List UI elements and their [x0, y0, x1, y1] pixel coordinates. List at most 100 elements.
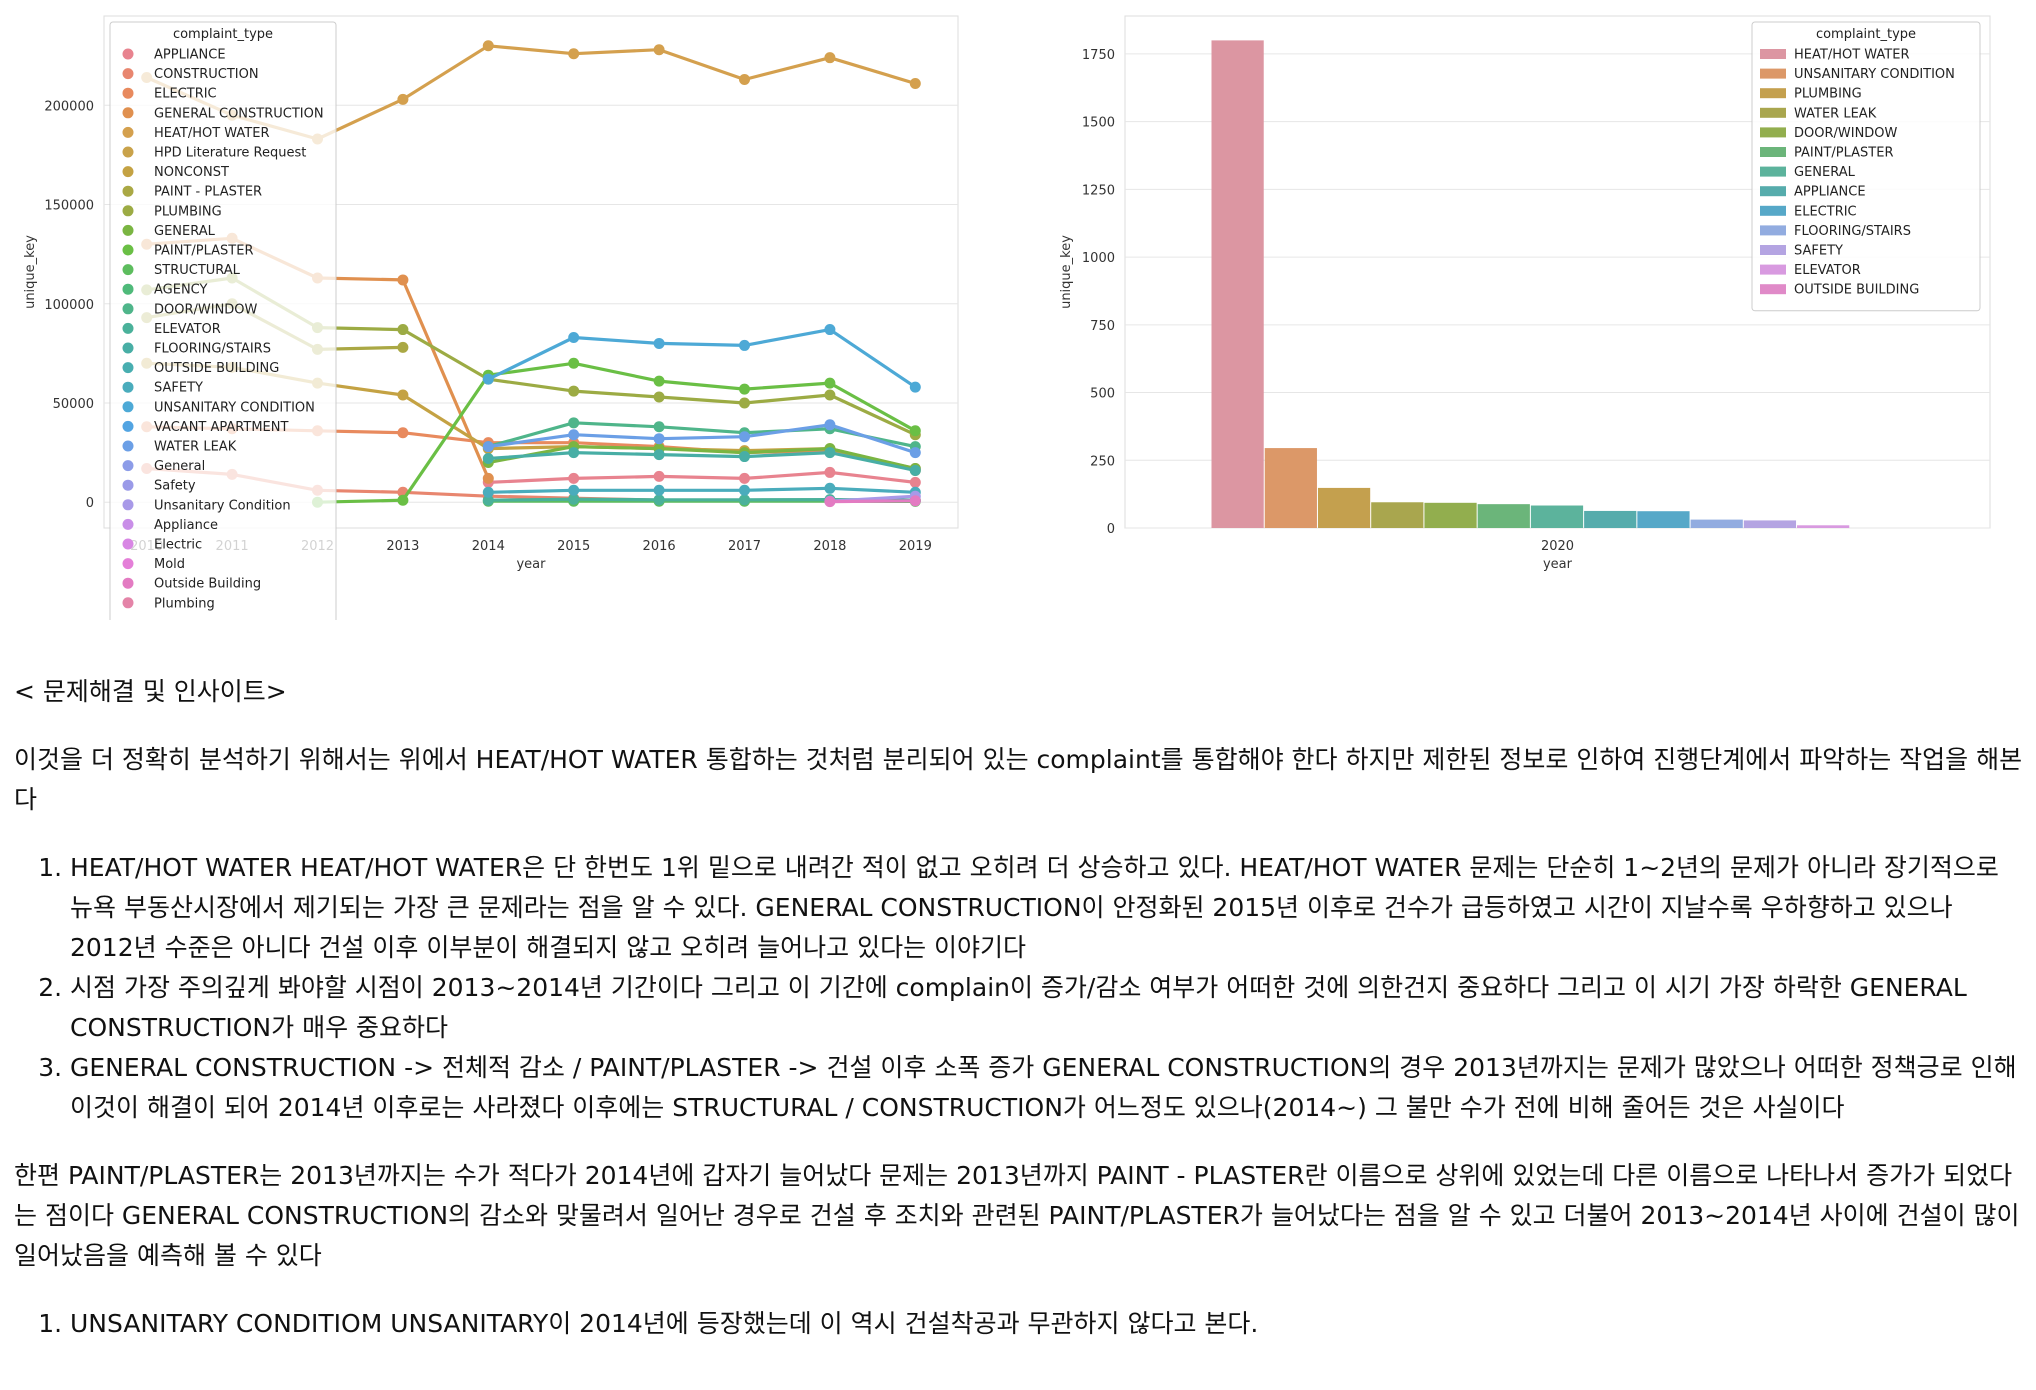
data-point: [739, 494, 750, 506]
data-point: [568, 331, 580, 343]
data-point: [482, 472, 494, 484]
y-tick-label: 100000: [44, 298, 94, 313]
data-point: [909, 476, 921, 488]
series-line: [317, 361, 917, 504]
y-tick-label: 50000: [53, 397, 94, 412]
data-point: [909, 495, 921, 507]
y-tick-label: 0: [86, 496, 94, 511]
data-point: [909, 464, 921, 476]
legend-label: UNSANITARY CONDITION: [154, 400, 315, 415]
series-line: [487, 421, 916, 449]
x-tick-label: 2017: [728, 539, 761, 554]
data-point: [824, 496, 836, 508]
data-point: [739, 451, 750, 463]
data-point: [653, 375, 665, 387]
list-item: HEAT/HOT WATER HEAT/HOT WATER은 단 한번도 1위 …: [70, 848, 2024, 968]
y-tick-label: 1250: [1082, 183, 1115, 198]
legend-label: AGENCY: [154, 283, 208, 298]
list-item: UNSANITARY CONDITIOM UNSANITARY이 2014년에 …: [70, 1304, 2024, 1344]
legend-marker: [122, 68, 134, 80]
data-point: [824, 419, 836, 431]
legend-swatch: [1760, 68, 1786, 79]
legend-label: Outside Building: [154, 577, 261, 592]
y-axis-label: unique_key: [23, 235, 38, 309]
legend-marker: [122, 283, 134, 295]
data-point: [568, 385, 580, 397]
legend-label: Safety: [154, 479, 196, 494]
y-tick-label: 1500: [1082, 116, 1115, 131]
bar-APPLIANCE: [1584, 510, 1637, 528]
legend-label: PLUMBING: [1794, 87, 1862, 102]
data-point: [482, 453, 494, 465]
bar-chart: 0 250 500 750 1000 1250 1500 1750 2020 year unique…: [1059, 15, 1991, 572]
data-point: [739, 339, 750, 351]
data-point: [568, 484, 580, 496]
data-point: [568, 493, 580, 505]
data-point: [653, 470, 665, 482]
legend-marker: [122, 499, 134, 511]
legend-box: [109, 21, 337, 620]
charts-area: 0500001000001500002000002010201120122013…: [0, 0, 2036, 620]
legend-swatch: [1760, 107, 1786, 118]
legend-swatch: [1760, 186, 1786, 197]
legend-label: PAINT - PLASTER: [154, 185, 262, 200]
y-tick-label: 750: [1090, 319, 1115, 334]
data-point: [397, 324, 409, 336]
legend-marker: [122, 381, 134, 393]
data-point: [482, 486, 494, 498]
legend-label: HEAT/HOT WATER: [154, 126, 270, 141]
legend-label: GENERAL: [154, 224, 216, 239]
x-tick-label: 2018: [813, 539, 846, 554]
data-point: [568, 447, 580, 459]
bar-PAINT/PLASTER: [1477, 504, 1530, 528]
line-chart: 0500001000001500002000002010201120122013…: [23, 15, 959, 620]
series-line: [488, 451, 916, 472]
legend-swatch: [1760, 88, 1786, 99]
legend-label: GENERAL: [1794, 165, 1856, 180]
bar-WATER LEAK: [1371, 502, 1424, 528]
legend-marker: [122, 126, 134, 138]
legend-marker: [122, 362, 134, 374]
legend-marker: [122, 224, 134, 236]
insights-text: < 문제해결 및 인사이트> 이것을 더 정확히 분석하기 위해서는 위에서 H…: [14, 672, 2024, 1372]
data-point: [824, 447, 836, 459]
y-tick-label: 150000: [44, 199, 94, 214]
series-line: [829, 499, 916, 504]
insight-list-1: HEAT/HOT WATER HEAT/HOT WATER은 단 한번도 1위 …: [14, 848, 2024, 1128]
data-point: [909, 447, 921, 459]
data-point: [909, 381, 921, 393]
x-tick-label: 2019: [899, 539, 932, 554]
y-tick-label: 250: [1090, 454, 1115, 469]
legend-swatch: [1760, 245, 1786, 255]
data-point: [397, 341, 409, 353]
data-point: [482, 441, 494, 453]
legend-label: DOOR/WINDOW: [1794, 126, 1898, 141]
legend-swatch: [1760, 147, 1786, 157]
legend-label: PAINT/PLASTER: [154, 244, 254, 259]
legend-label: ELECTRIC: [1794, 204, 1857, 219]
legend-label: APPLIANCE: [154, 48, 226, 63]
legend-label: GENERAL CONSTRUCTION: [154, 106, 324, 121]
bar-DOOR/WINDOW: [1424, 502, 1477, 528]
legend-swatch: [1760, 166, 1786, 177]
legend-label: DOOR/WINDOW: [154, 302, 258, 317]
legend-marker: [122, 577, 134, 589]
data-point: [909, 425, 921, 437]
x-axis-label: year: [516, 557, 546, 572]
list-item: 시점 가장 주의깊게 봐야할 시점이 2013~2014년 기간이다 그리고 이…: [70, 968, 2024, 1048]
x-tick-label: 2020: [1541, 539, 1574, 554]
legend-marker: [122, 166, 134, 178]
data-point: [568, 48, 580, 60]
series-line: [488, 486, 916, 494]
series-APPLIANCE: [482, 466, 921, 488]
data-point: [397, 274, 409, 286]
legend-swatch: [1760, 225, 1786, 236]
legend-label: FLOORING/STAIRS: [1794, 224, 1911, 239]
insight-list-2: UNSANITARY CONDITIOM UNSANITARY이 2014년에 …: [14, 1304, 2024, 1344]
series-line: [488, 423, 916, 455]
legend-label: Mold: [154, 557, 185, 572]
legend-swatch: [1760, 205, 1786, 216]
legend-label: PLUMBING: [154, 204, 222, 219]
legend-label: General: [154, 459, 205, 474]
data-point: [568, 417, 580, 429]
